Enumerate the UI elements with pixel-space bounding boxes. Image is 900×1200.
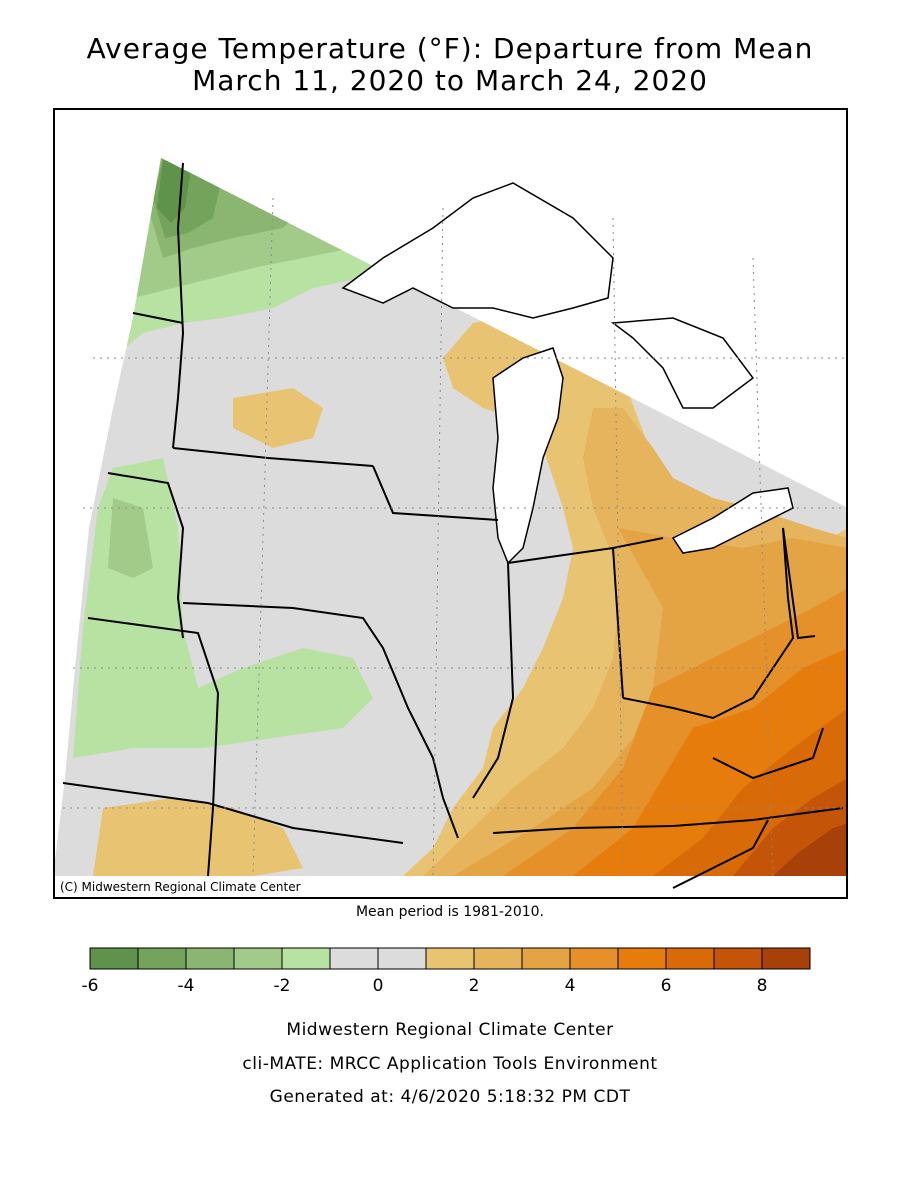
legend-swatch [521, 947, 571, 970]
legend-swatch [185, 947, 235, 970]
legend-swatch [665, 947, 715, 970]
legend-swatch [473, 947, 523, 970]
state-boundaries [62, 162, 844, 889]
map-border [53, 108, 848, 899]
legend-swatch [377, 947, 427, 970]
legend-tick-label: 2 [469, 976, 480, 996]
legend-swatch [281, 947, 331, 970]
map-title-line-1: Average Temperature (°F): Departure from… [86, 32, 814, 65]
mean-period-note: Mean period is 1981-2010. [355, 904, 545, 920]
legend-swatch [329, 947, 379, 970]
legend-tick-label: -2 [274, 976, 291, 996]
legend-swatch [233, 947, 283, 970]
footer-organization: Midwestern Regional Climate Center [286, 1020, 614, 1040]
legend-ticks: -6 -4 -2 0 2 4 6 8 [82, 976, 768, 996]
copyright-label: (C) Midwestern Regional Climate Center [56, 879, 307, 895]
temperature-departure-map [53, 108, 848, 899]
legend-tick-label: -4 [178, 976, 195, 996]
legend-swatch [761, 947, 811, 970]
legend-tick-label: 0 [373, 976, 384, 996]
lake-huron [610, 317, 755, 409]
legend-swatch [569, 947, 619, 970]
graticule [63, 197, 848, 877]
lake-erie [671, 487, 794, 554]
legend-tick-label: 8 [757, 976, 768, 996]
map-title-line-2: March 11, 2020 to March 24, 2020 [192, 64, 708, 97]
legend-swatch [425, 947, 475, 970]
great-lakes [341, 182, 794, 565]
legend-tick-label: 4 [565, 976, 576, 996]
legend-swatch [137, 947, 187, 970]
legend-tick-label: 6 [661, 976, 672, 996]
legend-swatch [89, 947, 139, 970]
color-scale-legend: -6 -4 -2 0 2 4 6 8 [82, 947, 811, 996]
lake-superior [341, 182, 614, 319]
footer-tool-name: cli-MATE: MRCC Application Tools Environ… [242, 1054, 658, 1074]
legend-tick-label: -6 [82, 976, 99, 996]
legend-swatch [617, 947, 667, 970]
map-frame [53, 108, 848, 899]
footer-generated-at: Generated at: 4/6/2020 5:18:32 PM CDT [269, 1087, 631, 1107]
legend-swatches [89, 947, 811, 970]
legend-swatch [713, 947, 763, 970]
